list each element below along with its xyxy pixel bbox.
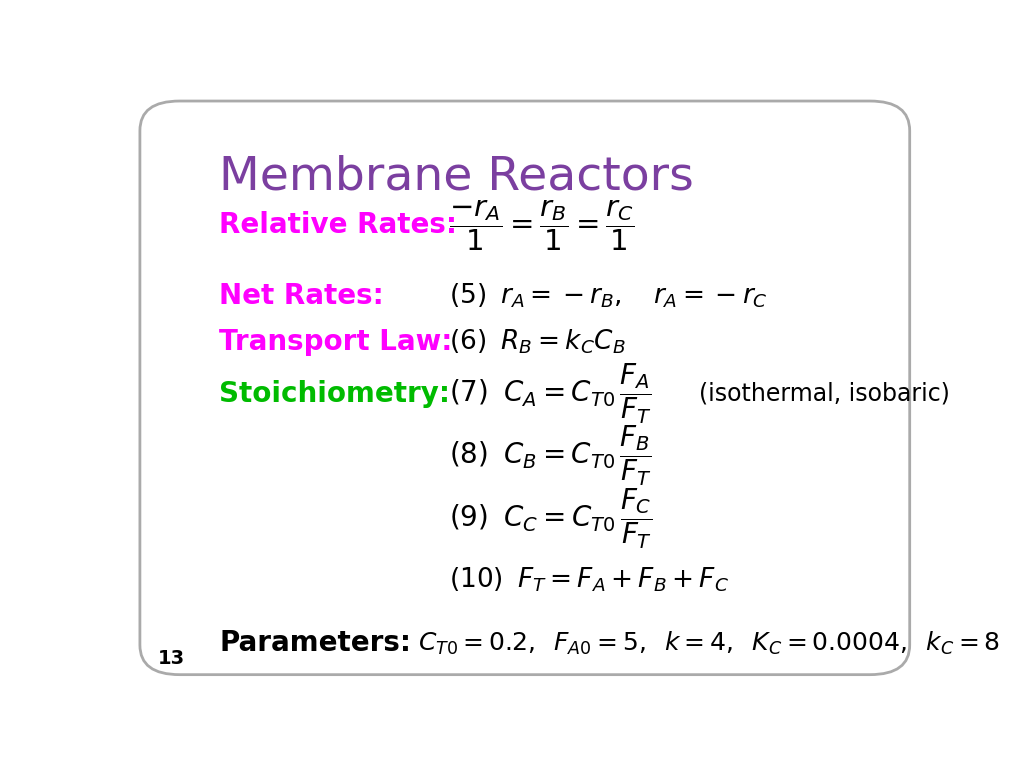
Text: $(5)\;\; r_A = -r_B, \quad r_A = -r_C$: $(5)\;\; r_A = -r_B, \quad r_A = -r_C$ <box>450 282 768 310</box>
Text: $\dfrac{-r_A}{1} = \dfrac{r_B}{1} = \dfrac{r_C}{1}$: $\dfrac{-r_A}{1} = \dfrac{r_B}{1} = \dfr… <box>450 197 635 253</box>
Text: (isothermal, isobaric): (isothermal, isobaric) <box>699 382 950 406</box>
Text: Net Rates:: Net Rates: <box>219 282 384 310</box>
FancyBboxPatch shape <box>140 101 909 674</box>
Text: $(10)\;\; F_T = F_A + F_B + F_C$: $(10)\;\; F_T = F_A + F_B + F_C$ <box>450 566 729 594</box>
Text: Relative Rates:: Relative Rates: <box>219 211 458 239</box>
Text: $(9)\;\; C_C = C_{T0}\,\dfrac{F_C}{F_T}$: $(9)\;\; C_C = C_{T0}\,\dfrac{F_C}{F_T}$ <box>450 487 652 551</box>
Text: $C_{T0} = 0.2,\;\; F_{A0}= 5,\;\; k = 4,\;\; K_C = 0.0004,\;\; k_C = 8$: $C_{T0} = 0.2,\;\; F_{A0}= 5,\;\; k = 4,… <box>418 630 999 657</box>
Text: $(6)\;\; R_B = k_C C_B$: $(6)\;\; R_B = k_C C_B$ <box>450 327 626 356</box>
Text: $(8)\;\; C_B = C_{T0}\,\dfrac{F_B}{F_T}$: $(8)\;\; C_B = C_{T0}\,\dfrac{F_B}{F_T}$ <box>450 424 652 488</box>
Text: 13: 13 <box>158 649 185 668</box>
Text: Membrane Reactors: Membrane Reactors <box>219 154 694 199</box>
Text: $(7)\;\; C_A = C_{T0}\,\dfrac{F_A}{F_T}$: $(7)\;\; C_A = C_{T0}\,\dfrac{F_A}{F_T}$ <box>450 362 652 426</box>
Text: Stoichiometry:: Stoichiometry: <box>219 379 451 408</box>
Text: Parameters:: Parameters: <box>219 629 412 657</box>
Text: Transport Law:: Transport Law: <box>219 328 453 356</box>
